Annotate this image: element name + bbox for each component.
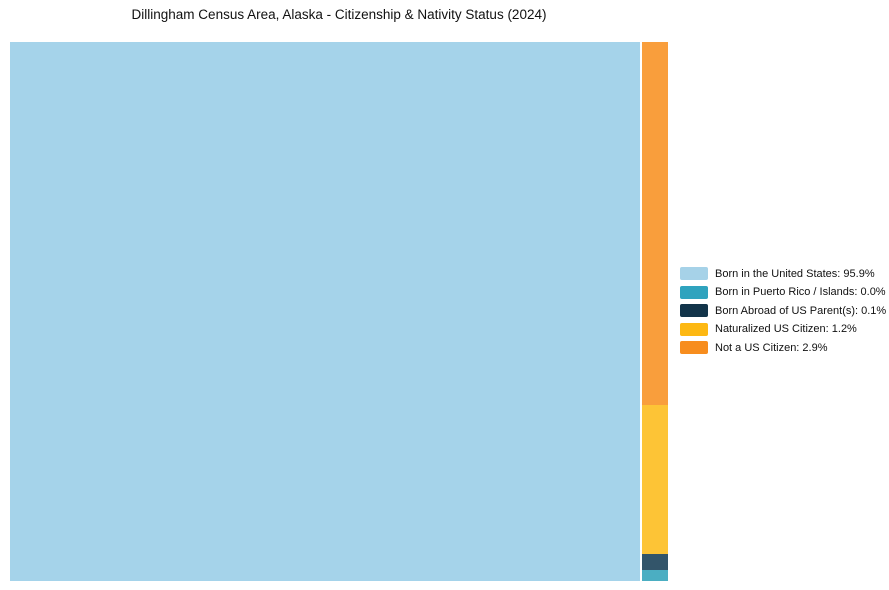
legend-label-naturalized: Naturalized US Citizen: 1.2% (715, 323, 857, 335)
legend-label-born-abroad: Born Abroad of US Parent(s): 0.1% (715, 304, 887, 317)
legend-label-not-a-citizen: Not a US Citizen: 2.9% (715, 341, 828, 354)
treemap-block-born-in-us (10, 42, 640, 581)
legend-item-born-in-us: Born in the United States: 95.9% (680, 267, 886, 280)
legend-item-born-abroad: Born Abroad of US Parent(s): 0.1% (680, 304, 886, 317)
treemap-block-born-abroad-of-us-parents (642, 554, 668, 570)
treemap-plot-area (10, 42, 668, 581)
legend-item-not-a-citizen: Not a US Citizen: 2.9% (680, 341, 886, 354)
treemap-block-naturalized-us-citizen (642, 405, 668, 554)
treemap-minor-column (642, 42, 668, 581)
legend-swatch-naturalized (680, 322, 708, 336)
legend-label-born-in-puerto-rico: Born in Puerto Rico / Islands: 0.0% (715, 286, 886, 298)
legend-label-born-in-us: Born in the United States: 95.9% (715, 267, 875, 280)
treemap-block-not-a-us-citizen (642, 42, 668, 405)
chart-title: Dillingham Census Area, Alaska - Citizen… (131, 7, 547, 22)
legend-item-naturalized: Naturalized US Citizen: 1.2% (680, 322, 886, 336)
legend-item-born-in-puerto-rico: Born in Puerto Rico / Islands: 0.0% (680, 285, 886, 299)
legend-swatch-born-in-puerto-rico (680, 285, 708, 299)
chart-legend: Born in the United States: 95.9% Born in… (680, 267, 886, 354)
treemap-block-born-in-puerto-rico-islands (642, 570, 668, 581)
legend-swatch-born-in-us (680, 267, 708, 280)
legend-swatch-not-a-citizen (680, 341, 708, 354)
legend-swatch-born-abroad (680, 304, 708, 317)
